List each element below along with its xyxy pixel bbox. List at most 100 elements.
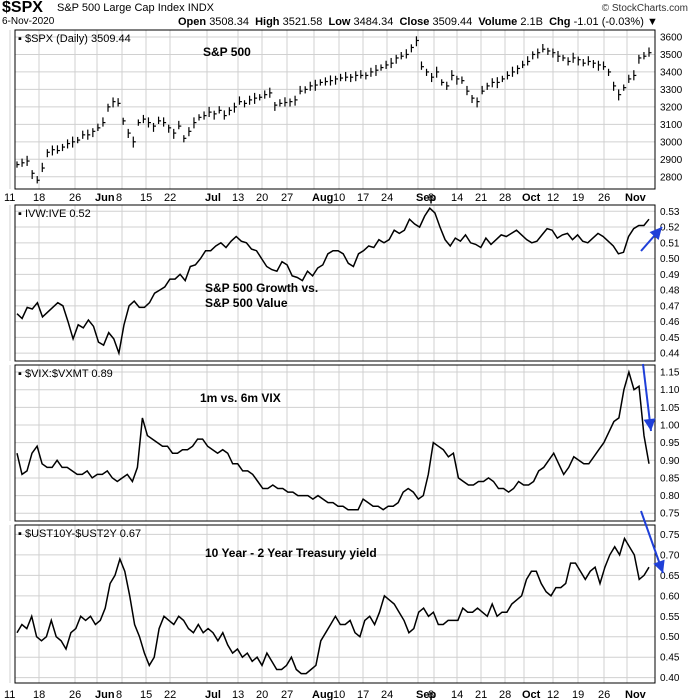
series-line	[16, 369, 650, 511]
panel-label: ▪ $SPX (Daily) 3509.44	[18, 33, 131, 45]
panel-4: 0.40 0.45 0.50 0.55 0.60 0.65 0.70 0.75 ▪ $UST10…	[9, 510, 680, 684]
x-tick-label: 17	[357, 689, 369, 700]
x-tick-label: 14	[451, 192, 463, 204]
x-tick-label: 28	[499, 192, 511, 204]
x-tick-label: 19	[572, 689, 584, 700]
x-tick-label: 20	[256, 192, 268, 204]
y-tick-label: 1.05	[660, 403, 680, 414]
y-tick-label: 3300	[660, 85, 683, 96]
y-tick-label: 3200	[660, 102, 683, 113]
y-tick-label: 3400	[660, 67, 683, 78]
index-name: S&P 500 Large Cap Index INDX	[57, 2, 214, 14]
x-tick-label: Jun	[95, 192, 115, 204]
x-tick-label: 27	[281, 689, 293, 700]
x-tick-label: 26	[598, 689, 610, 700]
x-tick-label: 20	[256, 689, 268, 700]
y-tick-label: 0.49	[660, 270, 680, 281]
y-tick-label: 0.51	[660, 238, 680, 249]
panel-frame	[14, 29, 656, 190]
x-tick-label: 27	[281, 192, 293, 204]
x-tick-label: 12	[547, 192, 559, 204]
exchange-code: INDX	[187, 2, 214, 14]
trend-arrow-head	[653, 559, 665, 573]
x-tick-label: 10	[333, 192, 345, 204]
low-value: 3484.34	[353, 16, 394, 28]
x-tick-label: 22	[164, 689, 176, 700]
y-tick-label: 0.75	[660, 509, 680, 520]
trend-arrow-head	[649, 227, 662, 240]
x-tick-label: 19	[572, 192, 584, 204]
y-tick-label: 0.50	[660, 254, 680, 265]
y-tick-label: 0.48	[660, 286, 680, 297]
y-tick-label: 0.46	[660, 317, 680, 328]
quote-date: 6-Nov-2020	[2, 16, 55, 27]
close-value: 3509.44	[432, 16, 473, 28]
x-tick-label: 11	[4, 689, 15, 700]
x-tick-label: 15	[140, 689, 152, 700]
index-title: S&P 500 Large Cap Index	[57, 2, 185, 14]
y-tick-label: 0.40	[660, 673, 680, 684]
y-tick-label: 3000	[660, 137, 683, 148]
chg-label: Chg	[549, 16, 571, 28]
panel-3: 0.75 0.80 0.85 0.90 0.95 1.00 1.05 1.10 1.15 ▪ $V…	[9, 363, 680, 522]
y-tick-label: 3100	[660, 120, 683, 131]
x-tick-label: 12	[547, 689, 559, 700]
y-tick-label: 3500	[660, 50, 683, 61]
y-tick-label: 0.52	[660, 223, 680, 234]
dropdown-triangle-icon[interactable]: ▼	[646, 16, 658, 28]
x-tick-label: Nov	[625, 689, 647, 700]
x-tick-label: Aug	[312, 689, 333, 700]
y-tick-label: 0.85	[660, 473, 680, 484]
x-tick-label: Jul	[205, 689, 221, 700]
close-label: Close	[399, 16, 430, 28]
series-line	[16, 207, 650, 356]
x-tick-label: Jun	[95, 689, 115, 700]
low-label: Low	[328, 16, 351, 28]
panel-annotation: S&P 500 Value	[205, 296, 288, 310]
y-tick-label: 0.53	[660, 207, 680, 218]
high-label: High	[255, 16, 280, 28]
panel-annotation: 10 Year - 2 Year Treasury yield	[205, 546, 377, 560]
x-tick-label: 15	[140, 192, 152, 204]
panel-1: 2800 2900 3000 3100 3200 3300 3400 3500 3600 ▪ $S…	[9, 29, 683, 190]
y-tick-label: 0.47	[660, 301, 680, 312]
y-tick-label: 3600	[660, 32, 683, 43]
panel-frame	[14, 204, 656, 362]
volume-label: Volume	[478, 16, 518, 28]
x-tick-label: 8	[428, 689, 434, 700]
x-tick-label: 22	[164, 192, 176, 204]
x-tick-label: 17	[357, 192, 369, 204]
ticker-symbol: $SPX	[2, 0, 43, 16]
x-tick-label: 26	[69, 689, 81, 700]
y-tick-label: 0.95	[660, 438, 680, 449]
y-tick-label: 0.60	[660, 591, 680, 602]
panel-label: ▪ IVW:IVE 0.52	[18, 208, 91, 220]
x-tick-label: 18	[33, 192, 45, 204]
panel-2: 0.44 0.45 0.46 0.47 0.48 0.49 0.50 0.51 0.52 0.53…	[9, 204, 680, 362]
y-tick-label: 0.80	[660, 491, 680, 502]
y-tick-label: 0.45	[660, 333, 680, 344]
stockcharts-brand[interactable]: © StockCharts.com	[601, 3, 688, 14]
x-tick-label: 10	[333, 689, 345, 700]
panel-annotation: S&P 500 Growth vs.	[205, 281, 318, 295]
panel-annotation: 1m vs. 6m VIX	[200, 391, 281, 405]
series-line	[16, 536, 650, 675]
y-tick-label: 2900	[660, 155, 683, 166]
y-tick-label: 0.44	[660, 349, 680, 360]
x-tick-label: 24	[381, 689, 393, 700]
x-tick-label: 21	[475, 192, 487, 204]
x-tick-label: Aug	[312, 192, 333, 204]
panel-label: ▪ $UST10Y-$UST2Y 0.67	[18, 528, 141, 540]
x-tick-label: 14	[451, 689, 463, 700]
x-tick-label: 24	[381, 192, 393, 204]
panel-frame	[14, 364, 656, 522]
y-tick-label: 0.45	[660, 653, 680, 664]
x-tick-label: 28	[499, 689, 511, 700]
y-tick-label: 0.70	[660, 550, 680, 561]
x-tick-label: 8	[116, 689, 122, 700]
chg-value: -1.01 (-0.03%)	[573, 16, 644, 28]
panel-label: ▪ $VIX:$VXMT 0.89	[18, 368, 113, 380]
x-tick-label: 13	[232, 689, 244, 700]
x-tick-label: 13	[232, 192, 244, 204]
x-tick-label: 8	[116, 192, 122, 204]
